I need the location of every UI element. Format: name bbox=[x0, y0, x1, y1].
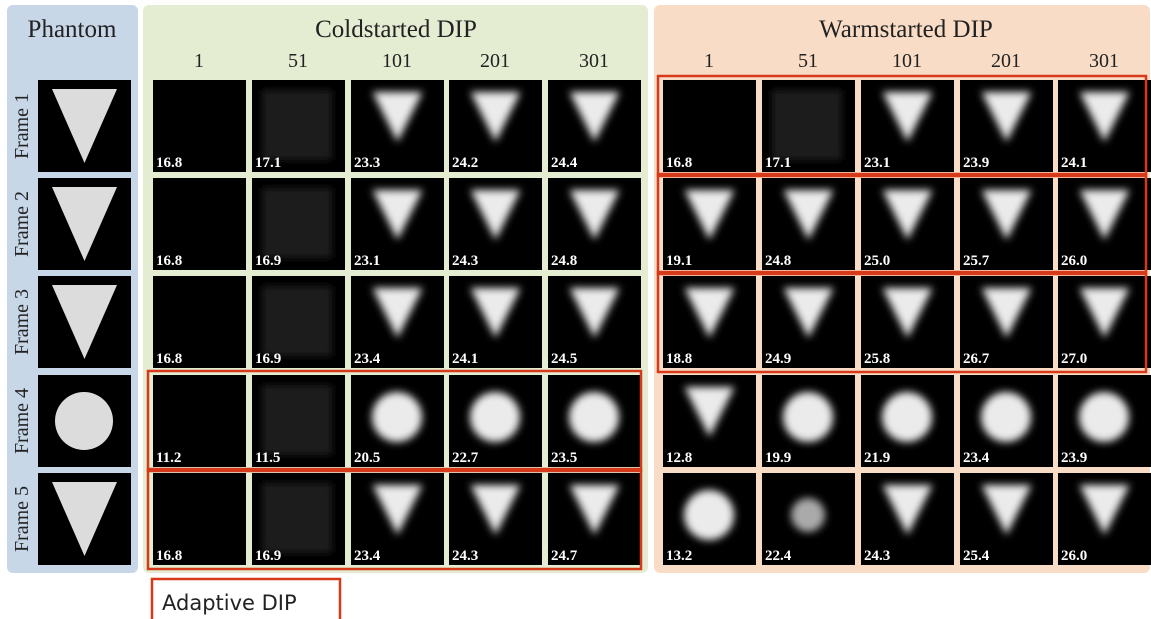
recon-shape bbox=[470, 392, 520, 442]
psnr-value: 23.4 bbox=[354, 548, 381, 564]
psnr-value: 16.8 bbox=[156, 155, 182, 171]
psnr-value: 17.1 bbox=[255, 155, 281, 171]
psnr-value: 24.3 bbox=[864, 548, 890, 564]
frame-label: Frame 4 bbox=[11, 388, 33, 454]
psnr-value: 23.3 bbox=[354, 155, 380, 171]
frame-label: Frame 5 bbox=[11, 486, 33, 552]
psnr-value: 26.7 bbox=[963, 351, 990, 367]
psnr-value: 24.2 bbox=[452, 155, 478, 171]
figure: Phantom Coldstarted DIP Warmstarted DIP … bbox=[0, 0, 1151, 619]
cold-title: Coldstarted DIP bbox=[315, 16, 477, 43]
frame-label: Frame 2 bbox=[11, 191, 33, 257]
psnr-value: 24.4 bbox=[551, 155, 578, 171]
psnr-value: 16.8 bbox=[156, 351, 182, 367]
psnr-value: 23.9 bbox=[1061, 450, 1087, 466]
iteration-label: 1 bbox=[704, 50, 714, 72]
iteration-label: 51 bbox=[798, 50, 818, 72]
recon-shape bbox=[684, 490, 734, 540]
psnr-value: 16.9 bbox=[255, 351, 281, 367]
recon-shape bbox=[262, 483, 332, 553]
psnr-value: 13.2 bbox=[666, 548, 692, 564]
psnr-value: 23.4 bbox=[354, 351, 381, 367]
psnr-value: 27.0 bbox=[1061, 351, 1087, 367]
iteration-label: 301 bbox=[579, 50, 609, 72]
psnr-value: 25.4 bbox=[963, 548, 990, 564]
psnr-value: 11.2 bbox=[156, 450, 181, 466]
psnr-value: 24.1 bbox=[452, 351, 478, 367]
iteration-label: 101 bbox=[892, 50, 922, 72]
iteration-label: 301 bbox=[1089, 50, 1119, 72]
recon-shape bbox=[1079, 392, 1129, 442]
frame-label: Frame 3 bbox=[11, 289, 33, 355]
psnr-value: 21.9 bbox=[864, 450, 890, 466]
psnr-value: 24.8 bbox=[551, 253, 577, 269]
psnr-value: 17.1 bbox=[765, 155, 791, 171]
iteration-label: 1 bbox=[194, 50, 204, 72]
psnr-value: 16.8 bbox=[666, 155, 692, 171]
recon-shape bbox=[262, 385, 332, 455]
recon-shape bbox=[791, 498, 825, 532]
psnr-value: 24.8 bbox=[765, 253, 791, 269]
psnr-value: 16.9 bbox=[255, 548, 281, 564]
recon-shape bbox=[262, 286, 332, 356]
phantom-title: Phantom bbox=[28, 16, 117, 43]
iteration-label: 51 bbox=[288, 50, 308, 72]
warm-title: Warmstarted DIP bbox=[819, 16, 993, 43]
psnr-value: 26.0 bbox=[1061, 548, 1087, 564]
psnr-value: 24.5 bbox=[551, 351, 577, 367]
recon-shape bbox=[262, 90, 332, 160]
psnr-value: 23.4 bbox=[963, 450, 990, 466]
legend-label: Adaptive DIP bbox=[162, 591, 297, 615]
recon-shape bbox=[772, 90, 842, 160]
iteration-label: 101 bbox=[382, 50, 412, 72]
psnr-value: 20.5 bbox=[354, 450, 380, 466]
psnr-value: 23.9 bbox=[963, 155, 989, 171]
recon-shape bbox=[783, 392, 833, 442]
psnr-value: 25.0 bbox=[864, 253, 890, 269]
psnr-value: 18.8 bbox=[666, 351, 692, 367]
psnr-value: 26.0 bbox=[1061, 253, 1087, 269]
iteration-label: 201 bbox=[480, 50, 510, 72]
psnr-value: 19.1 bbox=[666, 253, 692, 269]
psnr-value: 22.4 bbox=[765, 548, 792, 564]
psnr-value: 19.9 bbox=[765, 450, 791, 466]
recon-shape bbox=[569, 392, 619, 442]
psnr-value: 24.3 bbox=[452, 548, 478, 564]
psnr-value: 11.5 bbox=[255, 450, 280, 466]
recon-shape bbox=[882, 392, 932, 442]
psnr-value: 16.8 bbox=[156, 548, 182, 564]
psnr-value: 23.1 bbox=[354, 253, 380, 269]
phantom-shape bbox=[55, 392, 113, 450]
psnr-value: 23.1 bbox=[864, 155, 890, 171]
psnr-value: 12.8 bbox=[666, 450, 692, 466]
psnr-value: 25.7 bbox=[963, 253, 990, 269]
psnr-value: 16.9 bbox=[255, 253, 281, 269]
psnr-value: 24.3 bbox=[452, 253, 478, 269]
recon-shape bbox=[262, 188, 332, 258]
psnr-value: 22.7 bbox=[452, 450, 479, 466]
psnr-value: 24.9 bbox=[765, 351, 791, 367]
recon-shape bbox=[372, 392, 422, 442]
frame-label: Frame 1 bbox=[11, 93, 33, 159]
recon-shape bbox=[981, 392, 1031, 442]
psnr-value: 16.8 bbox=[156, 253, 182, 269]
psnr-value: 25.8 bbox=[864, 351, 890, 367]
psnr-value: 23.5 bbox=[551, 450, 577, 466]
psnr-value: 24.1 bbox=[1061, 155, 1087, 171]
iteration-label: 201 bbox=[991, 50, 1021, 72]
psnr-value: 24.7 bbox=[551, 548, 578, 564]
